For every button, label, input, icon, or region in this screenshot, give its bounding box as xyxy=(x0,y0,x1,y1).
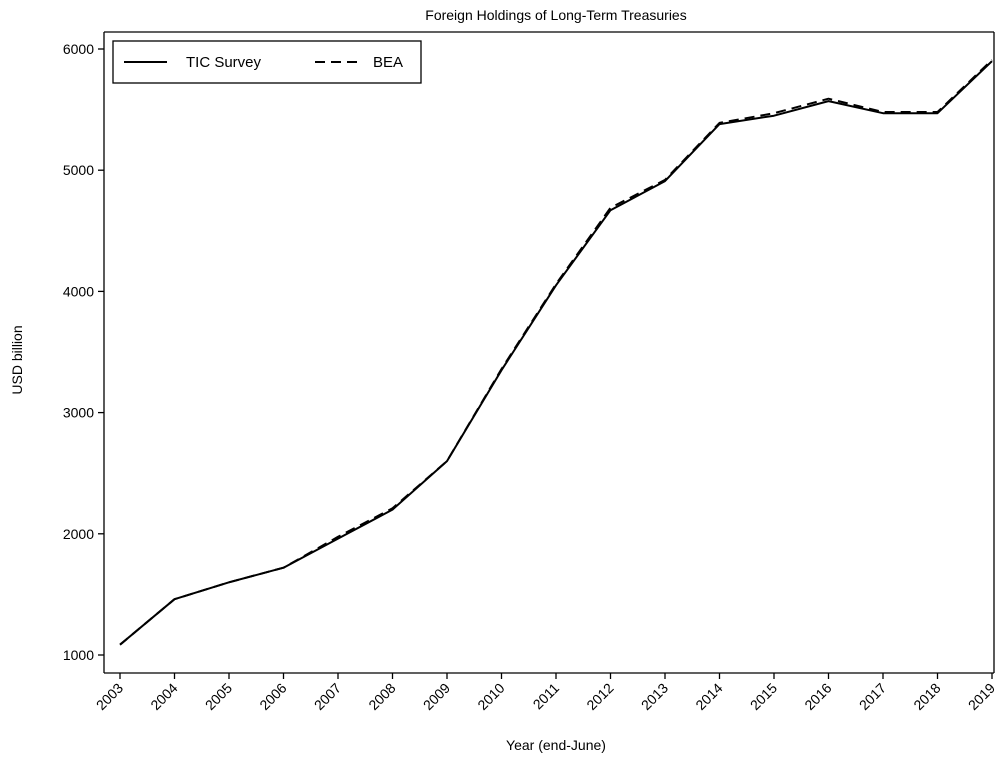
x-tick-label: 2015 xyxy=(747,680,780,713)
x-tick-label: 2019 xyxy=(965,680,998,713)
plot-frame xyxy=(103,31,995,674)
x-tick-label: 2017 xyxy=(856,680,889,713)
series-line-tic-survey xyxy=(119,60,993,646)
x-tick-label: 2013 xyxy=(638,680,671,713)
series-line-bea xyxy=(119,59,993,646)
legend-label-tic-survey: TIC Survey xyxy=(186,54,262,71)
legend: TIC Survey BEA xyxy=(112,40,422,84)
y-tick-label: 6000 xyxy=(63,41,94,57)
y-tick-label: 5000 xyxy=(63,162,94,178)
x-tick-label: 2012 xyxy=(583,680,616,713)
chart-title: Foreign Holdings of Long-Term Treasuries xyxy=(425,7,686,23)
x-tick-label: 2010 xyxy=(474,680,507,713)
x-tick-label: 2009 xyxy=(420,680,453,713)
x-tick-label: 2004 xyxy=(147,680,180,713)
x-tick-label: 2006 xyxy=(256,680,289,713)
x-tick-label: 2007 xyxy=(311,680,344,713)
x-tick-label: 2008 xyxy=(365,680,398,713)
x-axis-label: Year (end-June) xyxy=(506,737,606,753)
x-tick-label: 2005 xyxy=(202,680,235,713)
y-axis-ticks: 1000 2000 3000 4000 5000 6000 xyxy=(63,41,104,663)
series-layer xyxy=(119,59,993,646)
x-tick-label: 2003 xyxy=(93,680,126,713)
y-axis-label: USD billion xyxy=(9,325,25,394)
x-tick-label: 2018 xyxy=(910,680,943,713)
y-tick-label: 1000 xyxy=(63,647,94,663)
x-axis-ticks: 2003 2004 2005 2006 2007 2008 2009 2010 2011 2012… xyxy=(93,673,998,713)
y-tick-label: 2000 xyxy=(63,526,94,542)
x-tick-label: 2014 xyxy=(692,680,725,713)
x-tick-label: 2016 xyxy=(801,680,834,713)
x-tick-label: 2011 xyxy=(530,680,563,713)
legend-label-bea: BEA xyxy=(373,54,403,71)
y-tick-label: 3000 xyxy=(63,405,94,421)
y-tick-label: 4000 xyxy=(63,283,94,299)
